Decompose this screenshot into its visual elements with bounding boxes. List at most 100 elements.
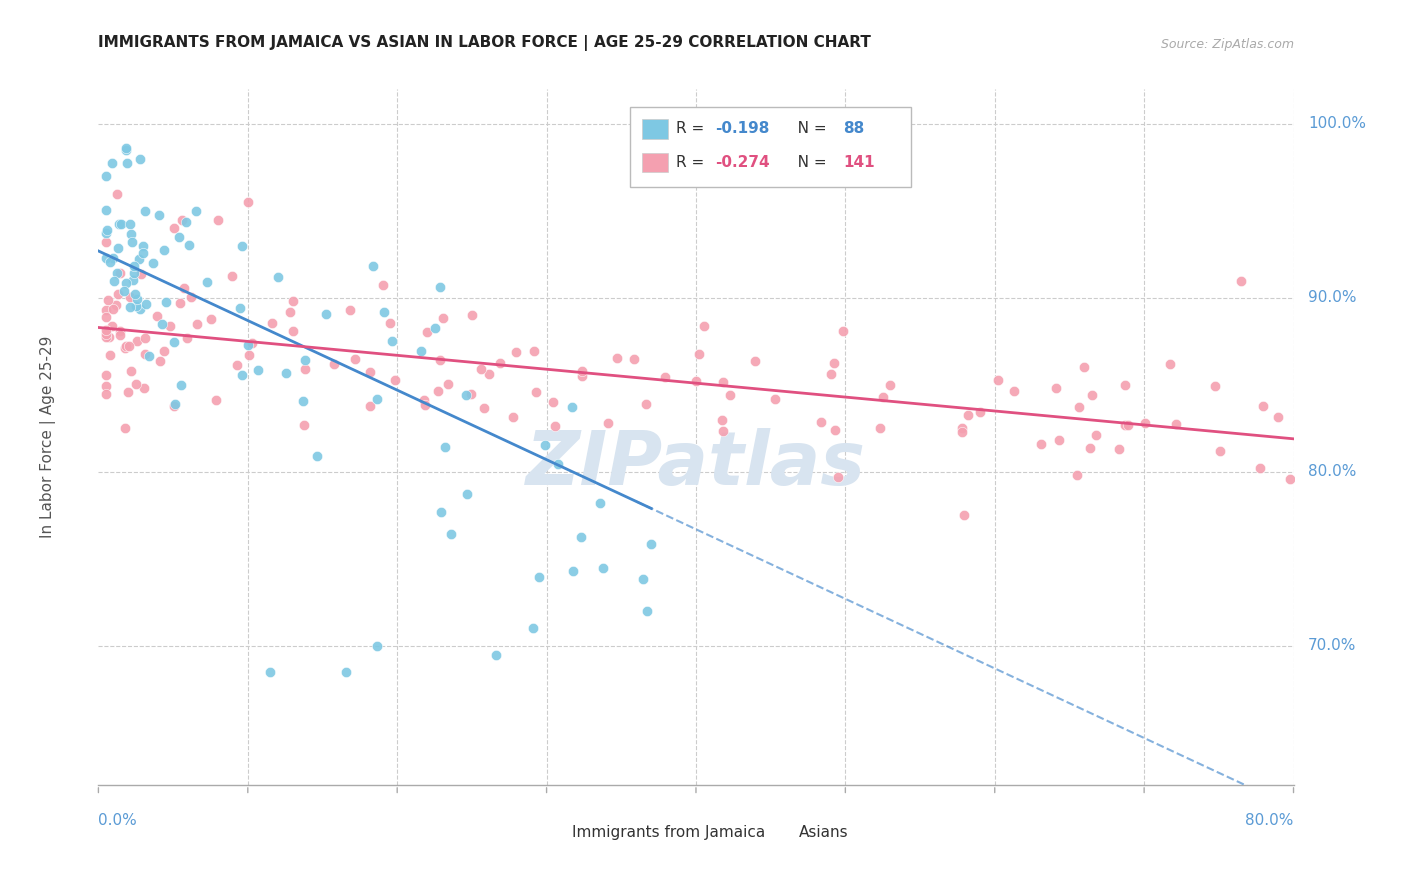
Point xyxy=(142,256,165,270)
Point xyxy=(305,449,328,463)
Text: IMMIGRANTS FROM JAMAICA VS ASIAN IN LABOR FORCE | AGE 25-29 CORRELATION CHART: IMMIGRANTS FROM JAMAICA VS ASIAN IN LABO… xyxy=(98,35,872,51)
Point xyxy=(366,639,388,653)
Point xyxy=(205,393,228,408)
Point xyxy=(429,353,451,368)
Text: 80.0%: 80.0% xyxy=(1308,465,1357,479)
Point xyxy=(94,329,117,343)
Point xyxy=(425,321,447,335)
Point xyxy=(291,393,314,408)
Point xyxy=(315,307,337,321)
Point xyxy=(260,316,283,330)
Point xyxy=(623,351,645,366)
Point xyxy=(1209,443,1232,458)
Point xyxy=(562,564,585,578)
Point xyxy=(132,381,155,395)
Point xyxy=(94,368,117,383)
Point xyxy=(505,344,527,359)
Text: In Labor Force | Age 25-29: In Labor Force | Age 25-29 xyxy=(41,336,56,538)
Point xyxy=(636,397,658,411)
Text: N =: N = xyxy=(783,121,832,136)
Point xyxy=(94,203,117,218)
Point xyxy=(129,152,152,166)
Point xyxy=(103,273,125,287)
Point xyxy=(120,227,142,241)
Point xyxy=(125,299,148,313)
Point xyxy=(135,297,157,311)
Point xyxy=(240,336,263,351)
Point xyxy=(478,367,501,381)
Point xyxy=(711,424,734,438)
Point xyxy=(718,388,741,402)
Point xyxy=(259,665,281,679)
Point xyxy=(118,289,141,303)
Point xyxy=(128,252,150,267)
Point xyxy=(129,267,152,281)
Bar xyxy=(768,823,789,841)
Point xyxy=(335,665,357,679)
Point xyxy=(413,398,436,412)
Point xyxy=(266,270,288,285)
Point xyxy=(128,302,150,317)
Point xyxy=(163,399,186,413)
Point xyxy=(98,254,121,268)
Point xyxy=(238,338,260,352)
Point xyxy=(121,235,143,250)
Point xyxy=(470,361,492,376)
Point xyxy=(533,438,555,452)
Point xyxy=(950,425,973,440)
Point xyxy=(957,408,980,422)
Point xyxy=(427,384,450,398)
Point xyxy=(127,293,149,307)
Point xyxy=(1084,428,1107,442)
Point xyxy=(247,363,270,377)
Bar xyxy=(630,107,911,186)
Text: 0.0%: 0.0% xyxy=(98,813,138,828)
Point xyxy=(343,351,366,366)
Point xyxy=(101,156,124,170)
Point xyxy=(115,144,138,158)
Point xyxy=(153,243,176,257)
Point xyxy=(94,327,117,342)
Point xyxy=(200,312,222,326)
Point xyxy=(138,349,160,363)
Point xyxy=(1251,399,1274,413)
Point xyxy=(105,186,128,201)
Point xyxy=(115,339,138,353)
Point xyxy=(1073,360,1095,375)
Point xyxy=(359,365,381,379)
Point xyxy=(523,344,546,359)
Point xyxy=(413,392,436,407)
Text: -0.274: -0.274 xyxy=(716,154,769,169)
Point xyxy=(589,495,612,509)
Point xyxy=(879,378,901,392)
Point xyxy=(1204,379,1226,393)
Point xyxy=(114,421,136,435)
Point xyxy=(231,238,253,252)
Point xyxy=(502,410,524,425)
Point xyxy=(236,195,259,210)
Point xyxy=(155,295,177,310)
Point xyxy=(167,230,190,244)
Text: 70.0%: 70.0% xyxy=(1308,639,1357,653)
Point xyxy=(436,376,458,391)
Point xyxy=(149,354,172,368)
Point xyxy=(460,308,482,322)
Point xyxy=(429,280,451,294)
Point xyxy=(165,397,187,411)
Point xyxy=(631,572,654,586)
Point xyxy=(824,423,846,437)
Point xyxy=(114,341,136,355)
Point xyxy=(184,203,207,218)
Point xyxy=(231,368,253,382)
Point xyxy=(1230,273,1253,287)
Point xyxy=(221,268,243,283)
Point xyxy=(1267,410,1289,425)
Point xyxy=(571,364,593,378)
Point xyxy=(547,457,569,471)
Point xyxy=(105,266,128,280)
Point xyxy=(359,400,381,414)
Point xyxy=(159,318,181,333)
Text: N =: N = xyxy=(783,154,832,169)
Point xyxy=(96,223,118,237)
Point xyxy=(124,286,146,301)
